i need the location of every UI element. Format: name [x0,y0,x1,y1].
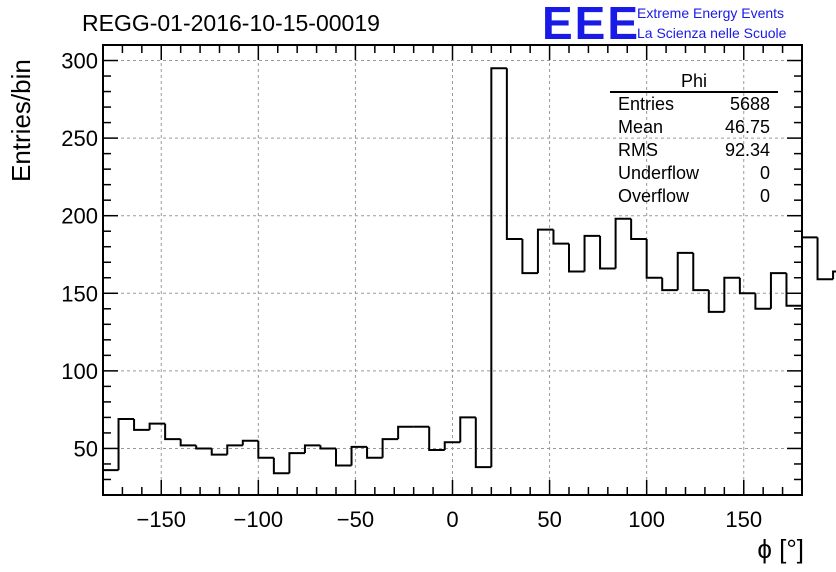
histogram-bin [614,217,632,269]
histogram-bin [241,439,259,446]
histogram-bin [164,423,181,441]
histogram-bin [133,418,150,431]
histogram-bin [738,277,756,295]
histogram-bin [210,448,228,456]
stats-value: 0 [759,186,770,206]
histogram-bin [645,238,663,279]
histogram-bin [474,417,492,469]
stats-row-overflow: Overflow 0 [610,185,778,208]
y-axis-label: Entries/bin [6,59,36,182]
histogram-bin [117,417,135,471]
y-tick-label: 50 [74,436,98,461]
histogram-bin [568,243,585,273]
eee-logo: EEE [542,0,641,49]
stats-label: RMS [618,140,658,160]
histogram-bin [195,445,212,450]
histogram-bin [226,444,243,455]
histogram-bin [552,229,569,245]
x-tick-label: −50 [337,507,374,532]
histogram-bin [832,270,836,280]
stats-row-underflow: Underflow 0 [610,162,778,185]
stats-row-entries: Entries 5688 [610,93,778,116]
y-tick-label: 100 [61,359,98,384]
stats-value: 5688 [729,94,770,114]
histogram-bin [676,251,694,291]
x-tick-label: 50 [537,507,561,532]
x-tick-label: −100 [234,507,284,532]
histogram-bin [490,67,507,468]
histogram-bin [707,290,725,313]
histogram-bin [288,452,305,474]
histogram-bin [769,272,787,309]
stats-value: 46.75 [724,117,770,137]
stats-row-rms: RMS 92.34 [610,139,778,162]
histogram-bin [505,68,523,240]
histogram-bin [599,235,616,270]
histogram-bin [459,416,476,443]
stats-value: 92.34 [724,140,770,160]
histogram-bin [350,445,368,466]
y-tick-label: 200 [61,204,98,229]
histogram-bin [303,444,321,454]
histogram-bin [397,425,414,440]
histogram-bin [801,236,818,306]
stats-label: Overflow [618,186,690,206]
stats-label: Mean [618,117,664,137]
histogram-bin [723,276,740,312]
histogram-bin [102,469,119,495]
logo-line-2: La Scienza nelle Scuole [637,25,787,41]
histogram-bin [257,440,274,459]
chart-title: REGG-01-2016-10-15-00019 [82,10,380,36]
histogram-bin [630,218,647,240]
y-tick-label: 150 [61,281,98,306]
x-tick-label: 0 [446,507,458,532]
x-tick-label: 100 [628,507,665,532]
histogram-bin [335,448,352,467]
histogram-bin [272,457,290,475]
histogram-bin [536,228,554,274]
stats-title: Phi [610,72,778,93]
histogram-bin [381,438,399,458]
x-tick-label: −150 [136,507,186,532]
stats-label: Underflow [618,163,700,183]
histogram-bin [148,422,166,430]
histogram-bin [366,446,383,459]
histogram-bin [428,426,445,451]
histogram-bin [785,273,802,307]
stats-label: Entries [618,94,675,114]
histogram-bin [521,238,538,275]
histogram-bin [179,439,197,447]
histogram-bin [661,277,678,292]
stats-box: Phi Entries 5688 Mean 46.75 RMS 92.34 Un… [610,72,778,208]
x-axis-label: ϕ [°] [757,534,804,564]
y-tick-label: 300 [61,49,98,74]
logo-line-1: Extreme Energy Events [637,5,785,21]
y-tick-label: 250 [61,126,98,151]
histogram-bin [443,441,461,450]
histogram-bin [754,293,771,310]
histogram-bin [816,237,834,281]
histogram-bin [583,234,601,272]
stats-value: 0 [759,163,770,183]
x-tick-label: 150 [725,507,762,532]
histogram-bin [319,445,336,450]
stats-row-mean: Mean 46.75 [610,116,778,139]
histogram-bin [692,252,709,292]
